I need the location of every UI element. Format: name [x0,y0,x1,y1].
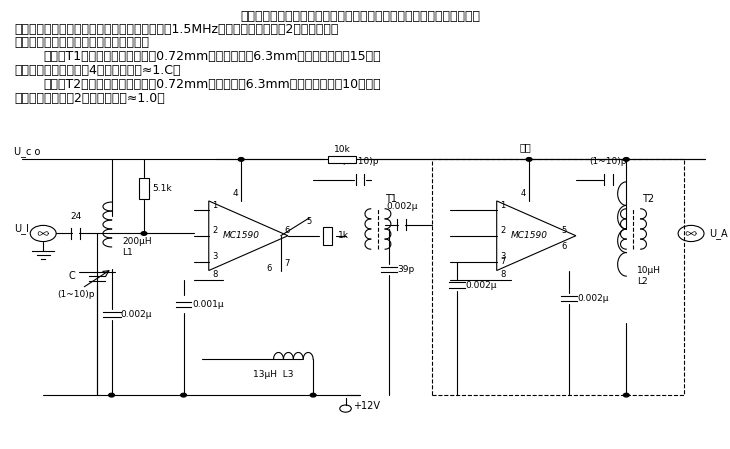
Text: 13μH  L3: 13μH L3 [253,370,293,379]
Text: 0.002μ: 0.002μ [120,310,152,319]
Text: 3: 3 [212,252,218,261]
Text: +12V: +12V [353,401,380,411]
Text: 1: 1 [500,201,506,210]
Circle shape [238,158,244,161]
Circle shape [109,393,115,397]
Text: 2: 2 [500,226,506,235]
Text: (1~10)p: (1~10)p [590,157,627,166]
Text: MC1590: MC1590 [223,231,260,240]
Text: 4: 4 [520,189,526,198]
Text: 6: 6 [285,226,290,235]
Circle shape [623,158,629,161]
Text: 1: 1 [212,201,218,210]
Bar [323,227,332,245]
Circle shape [623,393,629,397]
Circle shape [181,393,186,397]
Text: 7: 7 [500,257,506,266]
Text: 级用同样的导线绕2匝。耦合系数≈1.0。: 级用同样的导线绕2匝。耦合系数≈1.0。 [15,92,165,105]
Text: 0.002μ: 0.002μ [386,202,418,211]
Text: (1~10)p: (1~10)p [341,157,379,166]
Circle shape [526,158,532,161]
Text: U_A: U_A [709,228,728,239]
Text: T2: T2 [642,194,654,204]
Text: 变压器T1规格参数：初级用直径0.72mm的导线在直径6.3mm的空心框架上绕15匝。: 变压器T1规格参数：初级用直径0.72mm的导线在直径6.3mm的空心框架上绕1… [43,50,381,63]
Text: 屏蔽: 屏蔽 [520,143,531,153]
Text: 4: 4 [233,189,238,198]
Text: U_c o: U_c o [15,146,41,157]
Text: C: C [69,271,75,281]
Text: 益控制串联电阻可有效地稳定输出电平。: 益控制串联电阻可有效地稳定输出电平。 [15,36,150,49]
Circle shape [310,393,316,397]
Text: MC1590: MC1590 [510,231,548,240]
Text: 10k: 10k [334,145,350,154]
Text: 7: 7 [285,259,290,268]
Bar [139,178,150,198]
Text: 5: 5 [306,217,311,226]
Text: 8: 8 [212,270,218,279]
Text: (1~10)p: (1~10)p [57,290,94,299]
Text: 6: 6 [266,264,272,273]
Text: 8: 8 [500,270,506,279]
Circle shape [141,232,147,235]
Text: 24: 24 [70,212,81,221]
Text: 大的增益和输出信号的摆幅能力。电路总带宽为1.5MHz。与运算放大器引脚2相连的自动增: 大的增益和输出信号的摆幅能力。电路总带宽为1.5MHz。与运算放大器引脚2相连的… [15,23,339,36]
Text: 39p: 39p [397,265,415,274]
Text: 10μH
L2: 10μH L2 [637,266,661,286]
Text: U_I: U_I [15,224,29,234]
Text: 6: 6 [561,242,567,251]
Text: 1k: 1k [337,231,349,240]
Text: 200μH
L1: 200μH L1 [123,237,152,257]
Bar [432,159,684,395]
Text: 变压器T2规格参数：初级用直径0.72mm导线在直径6.3mm的空心框架上绕10匝。次: 变压器T2规格参数：初级用直径0.72mm导线在直径6.3mm的空心框架上绕10… [43,78,381,91]
Text: 0.001μ: 0.001μ [192,299,224,309]
Bar [328,156,356,163]
Text: 2: 2 [212,226,218,235]
Text: 0.002μ: 0.002μ [577,294,609,303]
Text: 5: 5 [561,226,566,235]
Text: 次级用同样规格导线绕4匝。耦合系数≈1.C。: 次级用同样规格导线绕4匝。耦合系数≈1.C。 [15,64,181,77]
Text: 电路中两级级间和输出网络采用差动耦合，使两级调谐中频放大器可有最: 电路中两级级间和输出网络采用差动耦合，使两级调谐中频放大器可有最 [240,10,480,23]
Text: 5.1k: 5.1k [153,184,172,193]
Text: T1: T1 [385,194,397,204]
Text: 3: 3 [500,252,506,261]
Text: 0.002μ: 0.002μ [466,281,497,290]
